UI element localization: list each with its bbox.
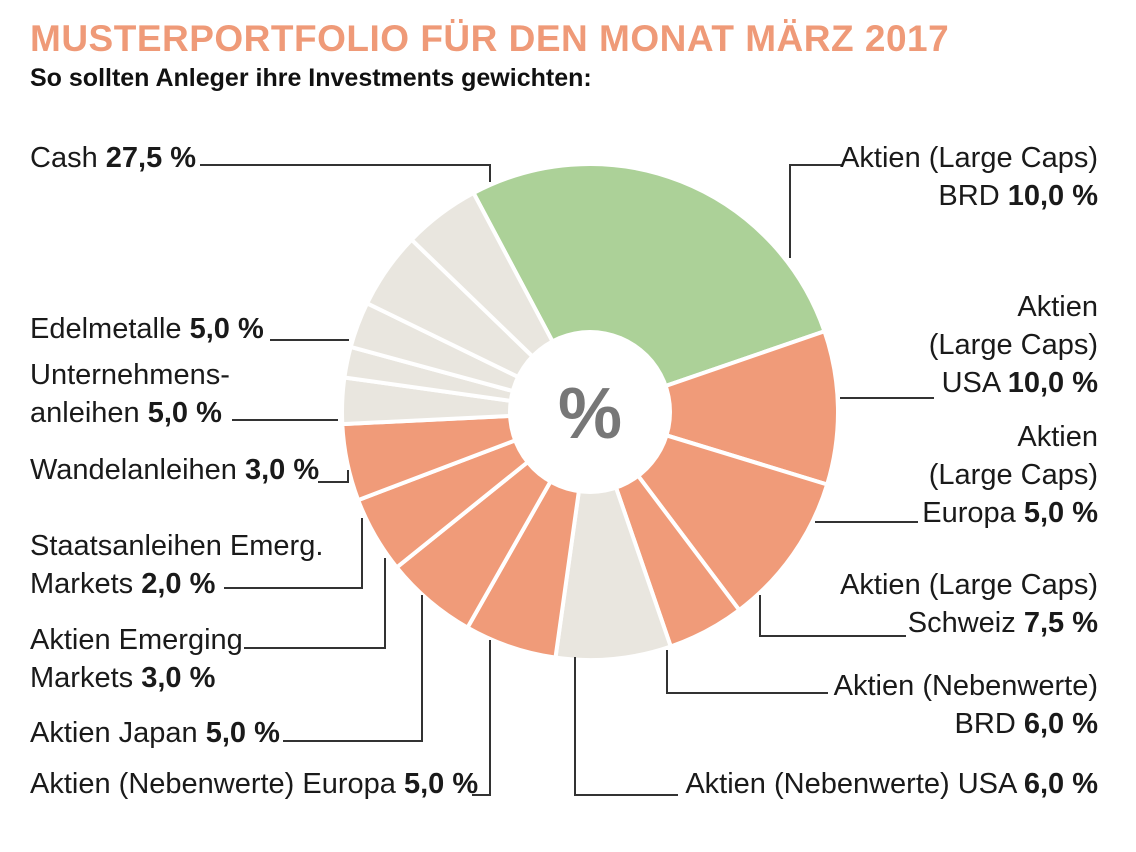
slice-label-line: anleihen 5,0 % — [30, 394, 230, 432]
slice-label-13: Edelmetalle 5,0 % — [30, 310, 264, 348]
slice-label-text: USA — [941, 367, 1000, 399]
slice-label-line: Markets 2,0 % — [30, 565, 323, 603]
slice-label-line: Aktien (Large Caps) — [840, 566, 1098, 604]
slice-label-10: Staatsanleihen Emerg. Markets 2,0 % — [30, 527, 323, 603]
slice-label-3: Aktien (Large Caps) Europa 5,0 % — [922, 418, 1098, 532]
slice-label-line: Aktien (Nebenwerte) — [834, 667, 1098, 705]
slice-label-text: BRD — [938, 180, 1000, 212]
slice-label-4: Aktien (Large Caps) Schweiz 7,5 % — [840, 566, 1098, 642]
slice-label-text: Aktien Japan — [30, 717, 198, 749]
slice-label-text: Edelmetalle — [30, 313, 182, 345]
slice-label-line: USA 10,0 % — [929, 364, 1098, 402]
slice-label-line: Aktien (Nebenwerte) Europa 5,0 % — [30, 765, 478, 803]
leader-line-0 — [200, 164, 491, 182]
slice-label-text: Aktien (Large Caps) — [840, 142, 1098, 174]
slice-value: 3,0 % — [244, 454, 320, 486]
slice-label-9: Aktien Emerging Markets 3,0 % — [30, 621, 243, 697]
slice-label-6: Aktien (Nebenwerte) USA 6,0 % — [685, 765, 1098, 803]
slice-label-line: Cash 27,5 % — [30, 139, 196, 177]
slice-value: 6,0 % — [1023, 708, 1098, 740]
slice-label-text: anleihen — [30, 397, 140, 429]
slice-label-text: Schweiz — [907, 607, 1016, 639]
leader-line-7 — [472, 640, 491, 796]
slice-label-line: BRD 6,0 % — [834, 705, 1098, 743]
leader-line-5 — [666, 650, 828, 694]
slice-label-line: Aktien Emerging — [30, 621, 243, 659]
slice-label-line: Staatsanleihen Emerg. — [30, 527, 323, 565]
slice-label-5: Aktien (Nebenwerte) BRD 6,0 % — [834, 667, 1098, 743]
slice-label-text: Staatsanleihen Emerg. — [30, 530, 324, 562]
chart-title: MUSTERPORTFOLIO FÜR DEN MONAT MÄRZ 2017 — [30, 18, 950, 59]
slice-value: 6,0 % — [1023, 768, 1098, 800]
center-percent-symbol: % — [558, 374, 622, 454]
slice-label-text: (Large Caps) — [928, 329, 1098, 361]
slice-1 — [588, 329, 840, 487]
slice-label-line: Aktien (Nebenwerte) USA 6,0 % — [685, 765, 1098, 803]
leader-lines — [200, 164, 934, 796]
slice-label-line: Schweiz 7,5 % — [840, 604, 1098, 642]
slice-label-text: Aktien (Nebenwerte) Europa — [30, 768, 396, 800]
slice-label-line: Markets 3,0 % — [30, 659, 243, 697]
slice-label-line: Aktien — [922, 418, 1098, 456]
slice-value: 10,0 % — [1007, 367, 1098, 399]
slice-label-text: Aktien (Nebenwerte) — [833, 670, 1098, 702]
slice-label-text: Europa — [922, 497, 1016, 529]
slice-value: 5,0 % — [1023, 497, 1098, 529]
slice-label-text: Markets — [30, 568, 134, 600]
slice-value: 2,0 % — [141, 568, 216, 600]
leader-line-8 — [283, 595, 423, 742]
slice-label-1: Aktien (Large Caps) BRD 10,0 % — [840, 139, 1098, 215]
slice-value: 27,5 % — [105, 142, 197, 174]
slice-label-text: (Large Caps) — [928, 459, 1098, 491]
slice-label-text: Aktien — [1017, 421, 1098, 453]
leader-line-4 — [759, 595, 906, 637]
slice-label-line: (Large Caps) — [922, 456, 1098, 494]
slice-label-text: Aktien (Nebenwerte) USA — [685, 768, 1016, 800]
slice-value: 3,0 % — [141, 662, 216, 694]
slice-value: 5,0 % — [205, 717, 280, 749]
slice-label-text: BRD — [954, 708, 1016, 740]
slice-label-text: Wandelanleihen — [30, 454, 237, 486]
slice-value: 5,0 % — [403, 768, 479, 800]
slice-label-12: Unternehmens-anleihen 5,0 % — [30, 356, 230, 432]
slice-label-text: Aktien Emerging — [30, 624, 243, 656]
slice-label-text: Markets — [30, 662, 134, 694]
donut-hole — [508, 330, 672, 494]
slice-label-line: Aktien — [929, 288, 1098, 326]
slice-label-11: Wandelanleihen 3,0 % — [30, 451, 319, 489]
slice-label-line: BRD 10,0 % — [840, 177, 1098, 215]
chart-subtitle: So sollten Anleger ihre Investments gewi… — [30, 64, 592, 92]
slice-label-text: Cash — [30, 142, 98, 174]
slice-label-text: Aktien — [1017, 291, 1098, 323]
slice-label-line: Wandelanleihen 3,0 % — [30, 451, 319, 489]
leader-line-6 — [574, 657, 678, 796]
slice-label-text: Aktien (Large Caps) — [840, 569, 1098, 601]
leader-line-10 — [224, 518, 363, 589]
slice-label-line: (Large Caps) — [929, 326, 1098, 364]
slice-label-line: Europa 5,0 % — [922, 494, 1098, 532]
slice-value: 10,0 % — [1007, 180, 1098, 212]
slice-label-line: Unternehmens- — [30, 356, 230, 394]
slice-label-line: Edelmetalle 5,0 % — [30, 310, 264, 348]
slice-label-text: Unternehmens- — [30, 359, 230, 391]
leader-line-1 — [789, 164, 842, 258]
slice-value: 7,5 % — [1023, 607, 1098, 639]
slice-label-0: Cash 27,5 % — [30, 139, 196, 177]
slice-label-7: Aktien (Nebenwerte) Europa 5,0 % — [30, 765, 478, 803]
slice-value: 5,0 % — [189, 313, 264, 345]
slice-label-2: Aktien (Large Caps) USA 10,0 % — [929, 288, 1098, 402]
leader-line-11 — [318, 470, 349, 483]
leader-line-9 — [244, 558, 386, 649]
slice-label-line: Aktien (Large Caps) — [840, 139, 1098, 177]
slice-value: 5,0 % — [147, 397, 222, 429]
slice-label-line: Aktien Japan 5,0 % — [30, 714, 280, 752]
slice-label-8: Aktien Japan 5,0 % — [30, 714, 280, 752]
